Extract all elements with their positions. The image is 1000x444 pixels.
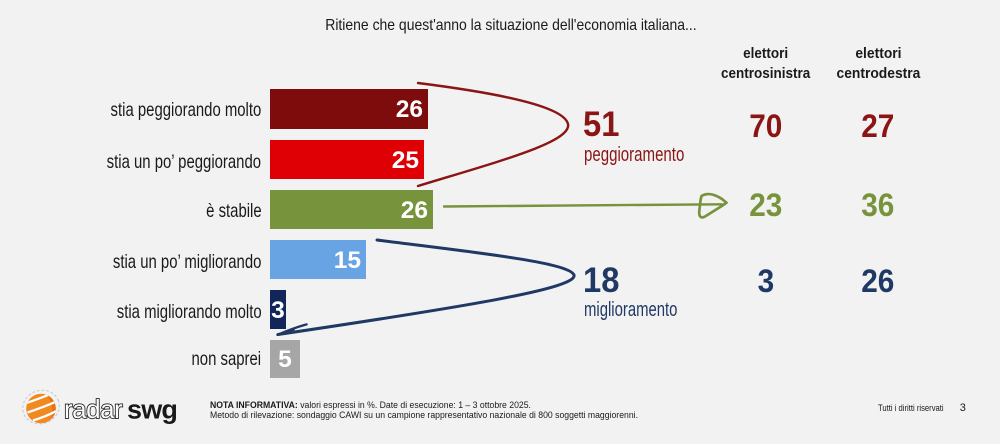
svg-text:swg: swg	[127, 395, 177, 425]
svg-text:radar: radar	[64, 394, 123, 424]
